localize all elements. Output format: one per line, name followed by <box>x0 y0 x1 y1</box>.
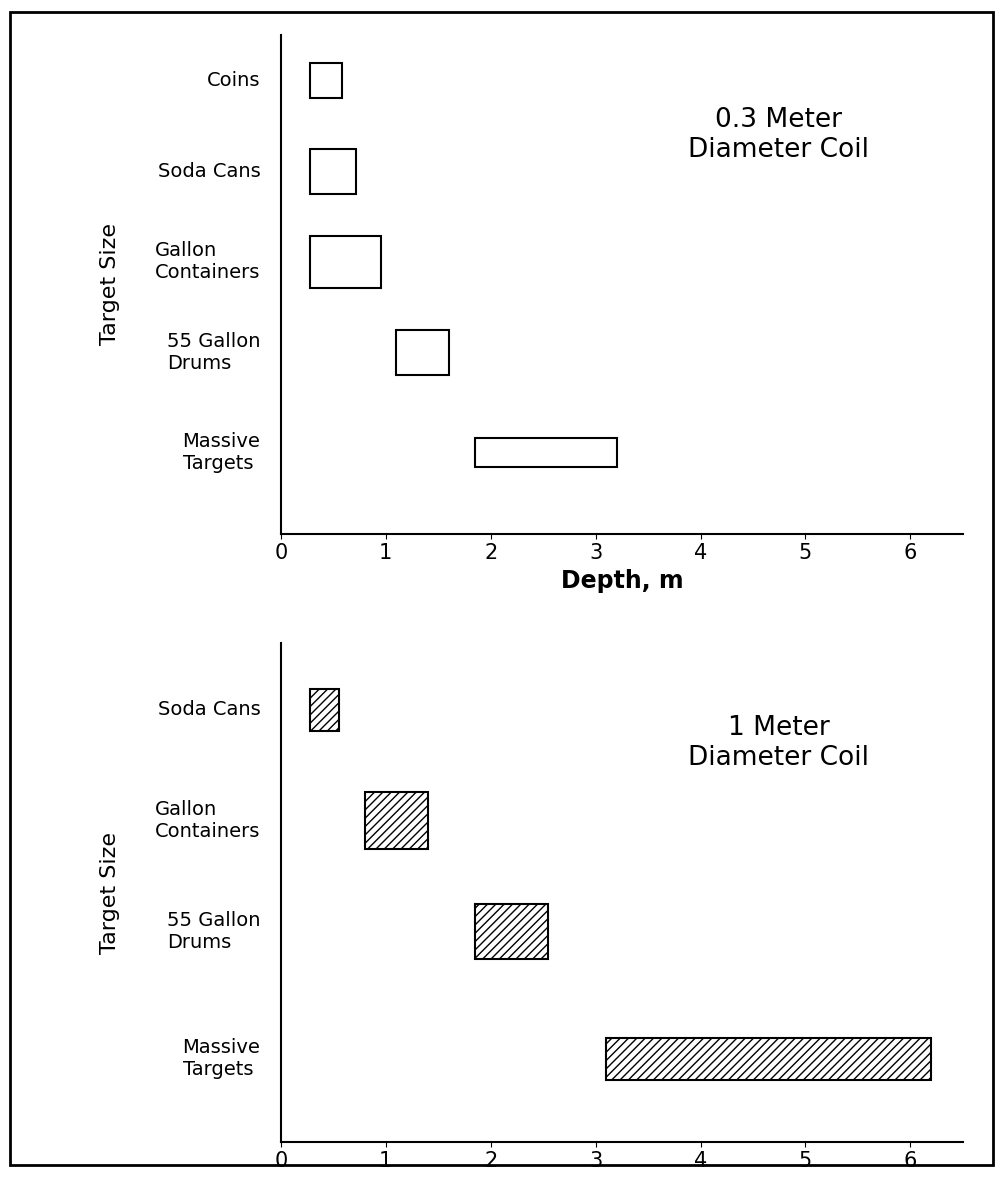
Text: Coins: Coins <box>206 71 261 91</box>
X-axis label: Depth, m: Depth, m <box>560 568 682 593</box>
Text: Target Size: Target Size <box>100 831 120 953</box>
Text: Massive
Targets: Massive Targets <box>182 432 261 473</box>
Text: 1 Meter
Diameter Coil: 1 Meter Diameter Coil <box>687 714 869 771</box>
Bar <box>475 904 548 959</box>
Bar <box>605 1038 931 1079</box>
Text: Soda Cans: Soda Cans <box>157 700 261 719</box>
Bar <box>475 438 616 466</box>
Bar <box>365 792 427 850</box>
Text: 55 Gallon
Drums: 55 Gallon Drums <box>166 911 261 952</box>
Text: Massive
Targets: Massive Targets <box>182 1038 261 1079</box>
Text: Gallon
Containers: Gallon Containers <box>155 241 261 282</box>
Text: Target Size: Target Size <box>100 224 120 346</box>
Text: Gallon
Containers: Gallon Containers <box>155 800 261 842</box>
Bar <box>310 689 339 731</box>
Bar <box>310 148 356 194</box>
Bar <box>310 235 380 288</box>
Bar <box>396 330 448 375</box>
Bar <box>310 64 342 98</box>
Text: Soda Cans: Soda Cans <box>157 161 261 181</box>
Text: 0.3 Meter
Diameter Coil: 0.3 Meter Diameter Coil <box>687 107 869 162</box>
Text: 55 Gallon
Drums: 55 Gallon Drums <box>166 332 261 373</box>
